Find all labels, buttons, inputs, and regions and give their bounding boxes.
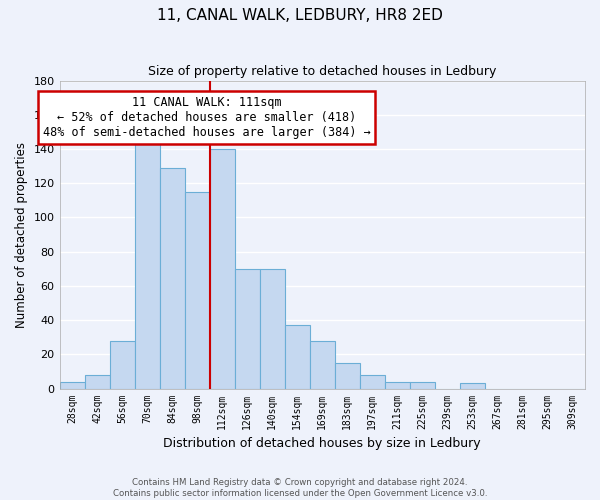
Bar: [260, 269, 285, 388]
Bar: [134, 138, 160, 388]
Bar: [85, 375, 110, 388]
Bar: [59, 382, 85, 388]
Bar: [285, 325, 310, 388]
Bar: [310, 340, 335, 388]
Bar: [160, 168, 185, 388]
X-axis label: Distribution of detached houses by size in Ledbury: Distribution of detached houses by size …: [163, 437, 481, 450]
Bar: [185, 192, 209, 388]
Text: 11 CANAL WALK: 111sqm
← 52% of detached houses are smaller (418)
48% of semi-det: 11 CANAL WALK: 111sqm ← 52% of detached …: [43, 96, 371, 139]
Y-axis label: Number of detached properties: Number of detached properties: [15, 142, 28, 328]
Bar: [385, 382, 410, 388]
Title: Size of property relative to detached houses in Ledbury: Size of property relative to detached ho…: [148, 65, 496, 78]
Text: Contains HM Land Registry data © Crown copyright and database right 2024.
Contai: Contains HM Land Registry data © Crown c…: [113, 478, 487, 498]
Bar: [460, 384, 485, 388]
Bar: [235, 269, 260, 388]
Bar: [209, 149, 235, 388]
Bar: [110, 340, 134, 388]
Bar: [360, 375, 385, 388]
Text: 11, CANAL WALK, LEDBURY, HR8 2ED: 11, CANAL WALK, LEDBURY, HR8 2ED: [157, 8, 443, 22]
Bar: [410, 382, 435, 388]
Bar: [335, 363, 360, 388]
